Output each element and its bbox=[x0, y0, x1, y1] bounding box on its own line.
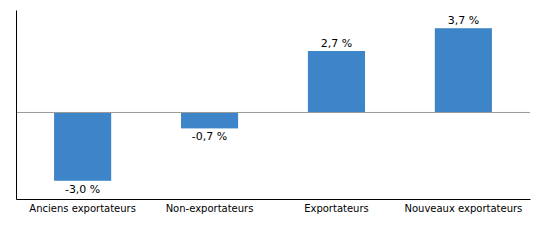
data-label: -0,7 % bbox=[192, 130, 227, 143]
bar bbox=[181, 112, 238, 128]
x-axis-line bbox=[17, 199, 531, 200]
chart-container: Anciens exportateurs Non-exportateurs Expo… bbox=[0, 0, 540, 225]
y-axis-line bbox=[16, 11, 17, 200]
bar bbox=[54, 112, 111, 180]
x-tick-label: Non-exportateurs bbox=[166, 203, 254, 214]
x-tick: Non-exportateurs bbox=[166, 203, 254, 214]
x-tick-label: Nouveaux exportateurs bbox=[404, 203, 522, 214]
x-tick: Nouveaux exportateurs bbox=[404, 203, 522, 214]
chart: Anciens exportateurs Non-exportateurs Expo… bbox=[0, 0, 540, 225]
x-tick: Exportateurs bbox=[304, 203, 369, 214]
bar bbox=[435, 28, 492, 112]
x-tick-label: Anciens exportateurs bbox=[29, 203, 136, 214]
x-tick-label: Exportateurs bbox=[304, 203, 369, 214]
plot: Anciens exportateurs Non-exportateurs Expo… bbox=[16, 11, 531, 215]
x-axis: Anciens exportateurs Non-exportateurs Expo… bbox=[17, 200, 531, 215]
x-tick: Anciens exportateurs bbox=[29, 203, 136, 214]
data-labels: -3,0 % -0,7 % 2,7 % 3,7 % bbox=[65, 14, 479, 196]
data-label: 2,7 % bbox=[321, 37, 352, 50]
bar bbox=[308, 51, 365, 112]
data-label: -3,0 % bbox=[65, 183, 100, 196]
bars bbox=[54, 28, 492, 181]
zero-line bbox=[16, 112, 530, 113]
y-axis bbox=[16, 11, 17, 200]
data-label: 3,7 % bbox=[448, 14, 479, 27]
